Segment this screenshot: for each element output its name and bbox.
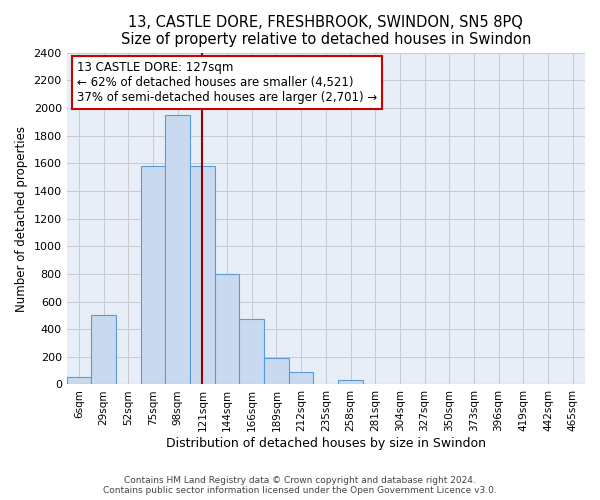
Title: 13, CASTLE DORE, FRESHBROOK, SWINDON, SN5 8PQ
Size of property relative to detac: 13, CASTLE DORE, FRESHBROOK, SWINDON, SN…: [121, 15, 531, 48]
Bar: [289, 372, 313, 384]
Bar: [91, 316, 116, 384]
Bar: [190, 166, 215, 384]
Bar: [338, 380, 363, 384]
Bar: [166, 115, 190, 384]
Bar: [67, 377, 91, 384]
X-axis label: Distribution of detached houses by size in Swindon: Distribution of detached houses by size …: [166, 437, 486, 450]
Bar: [215, 274, 239, 384]
Bar: [141, 166, 166, 384]
Bar: [239, 320, 264, 384]
Text: 13 CASTLE DORE: 127sqm
← 62% of detached houses are smaller (4,521)
37% of semi-: 13 CASTLE DORE: 127sqm ← 62% of detached…: [77, 61, 377, 104]
Text: Contains HM Land Registry data © Crown copyright and database right 2024.
Contai: Contains HM Land Registry data © Crown c…: [103, 476, 497, 495]
Y-axis label: Number of detached properties: Number of detached properties: [15, 126, 28, 312]
Bar: [264, 358, 289, 384]
